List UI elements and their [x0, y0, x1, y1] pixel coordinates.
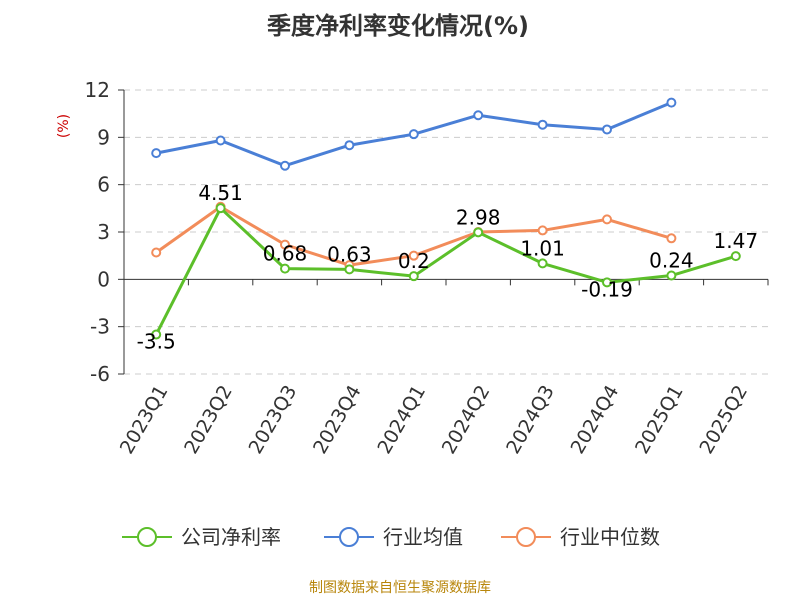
- data-point: [602, 214, 612, 225]
- data-point: [473, 110, 484, 121]
- x-tick-label: 2023Q3: [245, 382, 302, 458]
- x-tick-label: 2023Q4: [309, 382, 366, 458]
- y-tick-label: 0: [97, 267, 110, 291]
- series-line-0: [154, 206, 737, 336]
- y-axis-unit: (%): [56, 114, 72, 138]
- legend-marker: [339, 527, 359, 547]
- data-point: [730, 251, 741, 262]
- x-tick-label: 2023Q1: [116, 382, 173, 458]
- data-point: [408, 271, 419, 282]
- data-point: [602, 124, 612, 135]
- data-label: 0.24: [649, 249, 694, 273]
- chart-title: 季度净利率变化情况(%): [267, 12, 529, 40]
- x-tick-label: 2024Q4: [567, 382, 624, 458]
- data-point: [215, 135, 226, 146]
- axes: [123, 90, 769, 374]
- data-point: [215, 203, 226, 214]
- legend: 公司净利率 行业均值 行业中位数: [122, 525, 660, 549]
- x-tick-label: 2024Q1: [373, 382, 430, 458]
- legend-marker: [137, 527, 157, 547]
- legend-label: 行业中位数: [560, 525, 660, 549]
- x-tick-label: 2025Q1: [631, 382, 688, 458]
- data-point: [473, 227, 484, 238]
- x-tick-label: 2025Q2: [695, 382, 752, 458]
- y-tick-label: -3: [90, 315, 110, 339]
- data-point: [537, 258, 548, 269]
- series-lines: [151, 97, 741, 340]
- data-point: [602, 277, 612, 288]
- data-point: [344, 264, 355, 275]
- x-axis-ticks: 2023Q1 2023Q2 2023Q3 2023Q4 2024Q1 2024Q2 2024…: [116, 382, 752, 458]
- data-point: [151, 148, 162, 159]
- data-point: [666, 97, 677, 108]
- data-label: 1.01: [520, 236, 565, 260]
- data-label: 0.68: [263, 242, 308, 266]
- data-label: 2.98: [456, 205, 501, 229]
- data-label: 4.51: [198, 181, 243, 205]
- data-point: [280, 239, 290, 250]
- data-point: [537, 225, 548, 236]
- data-point: [280, 263, 290, 274]
- legend-label: 公司净利率: [181, 525, 281, 549]
- data-point: [537, 119, 548, 130]
- data-point: [408, 250, 419, 261]
- y-tick-label: 6: [97, 173, 110, 197]
- legend-marker: [516, 527, 536, 547]
- data-point: [666, 233, 677, 244]
- x-tick-label: 2024Q2: [438, 382, 495, 458]
- data-label: 1.47: [714, 229, 759, 253]
- x-tick-label: 2024Q3: [502, 382, 559, 458]
- y-tick-label: -6: [90, 362, 110, 386]
- data-point: [151, 247, 162, 258]
- y-tick-label: 12: [85, 78, 110, 102]
- data-label: 0.2: [398, 249, 430, 273]
- data-point: [280, 160, 290, 171]
- y-tick-label: 3: [97, 220, 110, 244]
- y-tick-label: 9: [97, 125, 110, 149]
- data-label: -0.19: [581, 277, 633, 301]
- x-tick-label: 2023Q2: [180, 382, 237, 458]
- data-point: [666, 270, 677, 281]
- data-labels: -3.5 4.51 0.68 0.63 0.2 2.98 1.01 -0.19 0.24 1.47: [137, 181, 758, 353]
- data-label: -3.5: [137, 330, 176, 354]
- y-axis-ticks: 12 9 6 3 0 -3 -6: [85, 78, 124, 386]
- source-note: 制图数据来自恒生聚源数据库: [309, 580, 491, 596]
- data-point: [408, 129, 419, 140]
- legend-label: 行业均值: [383, 525, 463, 549]
- data-point: [151, 329, 162, 340]
- grid-lines: [124, 89, 768, 375]
- data-point: [344, 140, 355, 151]
- data-label: 0.63: [327, 242, 372, 266]
